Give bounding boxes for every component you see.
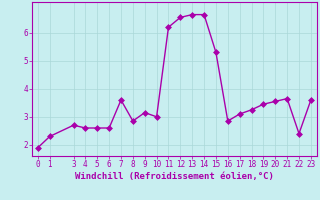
X-axis label: Windchill (Refroidissement éolien,°C): Windchill (Refroidissement éolien,°C) (75, 172, 274, 181)
